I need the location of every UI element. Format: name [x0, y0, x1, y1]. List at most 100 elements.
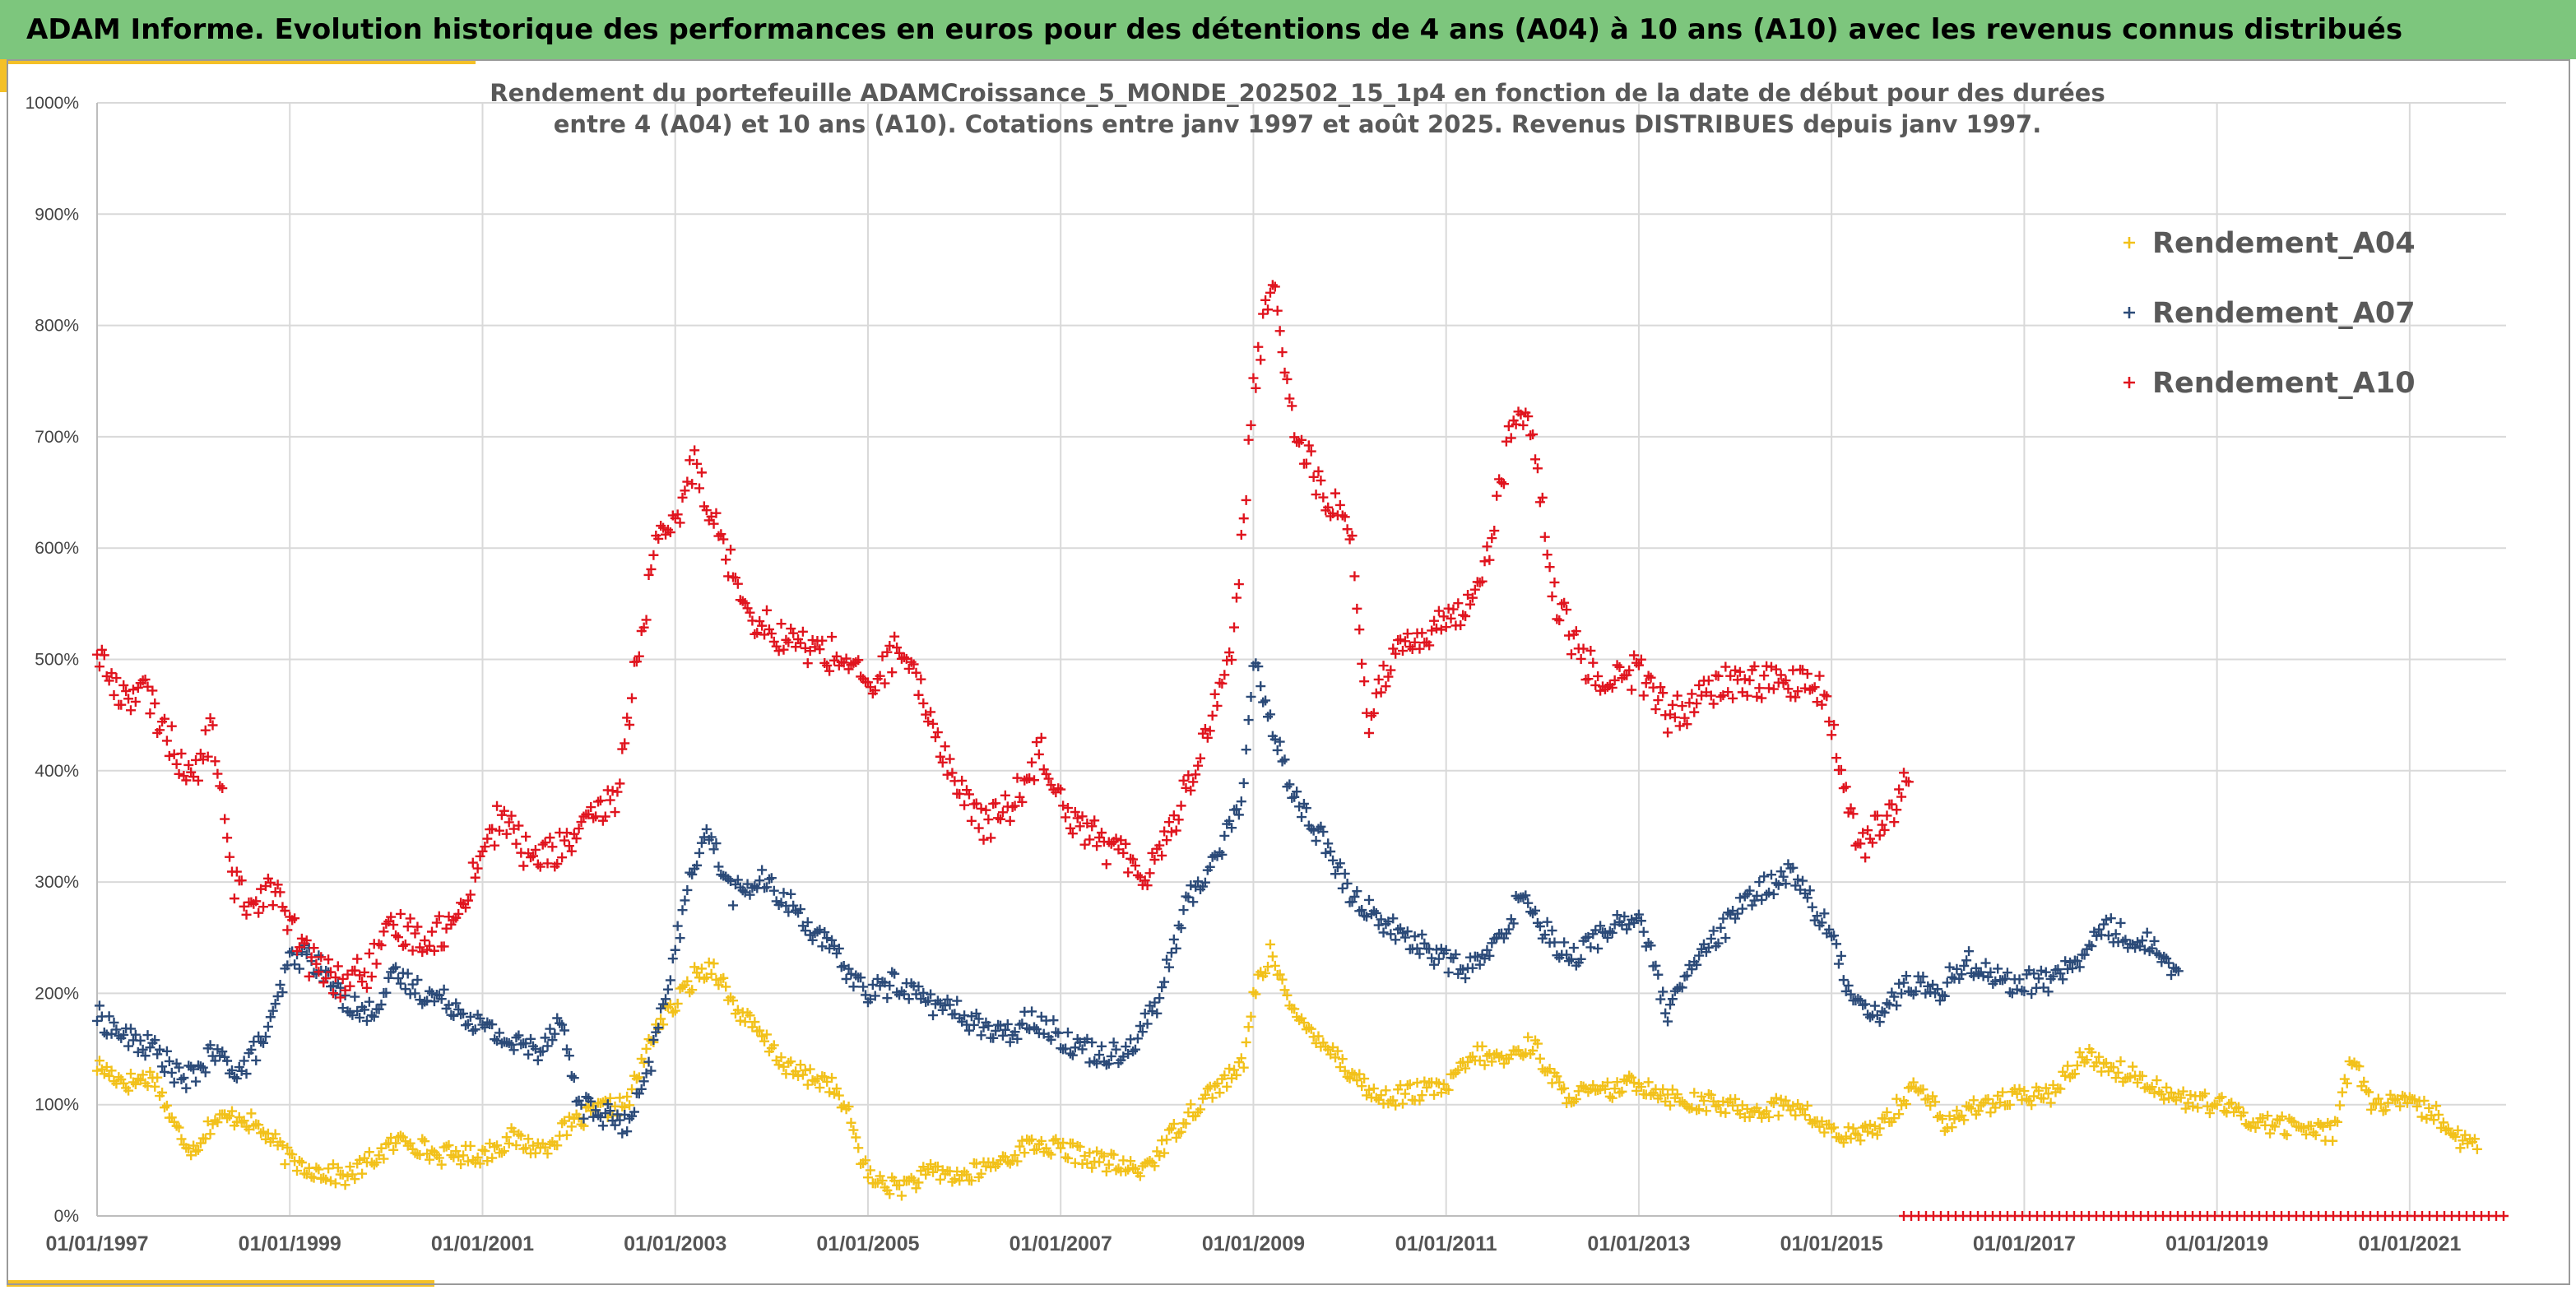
data-point	[161, 735, 172, 746]
data-point	[1650, 704, 1661, 715]
data-point	[2133, 1077, 2143, 1088]
data-point	[1263, 304, 1274, 315]
data-point	[1843, 980, 1854, 991]
data-point	[653, 533, 664, 544]
data-point	[395, 978, 406, 989]
data-point	[1352, 886, 1362, 897]
data-point	[1566, 954, 1576, 964]
data-point	[1932, 1111, 1942, 1122]
data-point	[1303, 1022, 1314, 1032]
data-point	[1482, 944, 1492, 955]
data-point	[1357, 905, 1367, 916]
data-point	[1804, 885, 1815, 896]
data-point	[1378, 661, 1389, 671]
data-point	[1209, 689, 1220, 699]
data-point	[2094, 924, 2105, 935]
data-point	[492, 800, 503, 811]
data-point	[1836, 764, 1846, 775]
data-point	[1993, 963, 2003, 974]
data-point	[345, 1162, 355, 1172]
data-point	[174, 1122, 184, 1133]
data-point	[458, 1008, 469, 1019]
data-point	[1002, 1019, 1013, 1029]
data-point	[1664, 1000, 1675, 1010]
data-point	[1308, 471, 1319, 482]
accent-bar-top	[7, 59, 476, 64]
data-point	[540, 838, 550, 848]
data-point	[1028, 775, 1039, 786]
data-point	[1241, 494, 1251, 505]
data-point	[1754, 877, 1765, 888]
data-point	[2113, 1067, 2123, 1078]
data-point	[696, 963, 707, 974]
data-point	[2315, 1120, 2326, 1130]
data-point	[1101, 1166, 1112, 1176]
data-point	[157, 1087, 168, 1097]
data-point	[1920, 988, 1931, 999]
data-point	[1629, 650, 1640, 661]
data-point	[1552, 614, 1562, 624]
data-point	[258, 902, 269, 912]
data-point	[701, 824, 712, 834]
data-point	[1633, 909, 1644, 920]
data-point	[532, 859, 543, 870]
data-point	[253, 907, 264, 918]
data-point	[1256, 355, 1266, 365]
data-point	[945, 1000, 955, 1010]
data-point	[1363, 894, 1374, 905]
data-point	[677, 981, 688, 992]
data-point	[1436, 944, 1446, 954]
data-point	[1894, 784, 1905, 795]
data-point	[566, 846, 577, 856]
data-point	[1130, 1044, 1140, 1055]
data-point	[1932, 984, 1942, 995]
data-point	[475, 851, 485, 861]
data-point	[1467, 592, 1478, 603]
data-point	[443, 1140, 454, 1151]
data-point	[542, 1148, 553, 1159]
data-point	[2002, 968, 2012, 978]
data-point	[1046, 1149, 1056, 1160]
data-point	[532, 1055, 543, 1065]
data-point	[1354, 906, 1365, 916]
data-point	[1819, 908, 1830, 919]
data-point	[696, 838, 707, 848]
data-point	[945, 754, 955, 764]
data-point	[504, 1037, 514, 1048]
data-point	[181, 775, 192, 786]
data-point	[997, 807, 1008, 818]
data-point	[125, 1023, 136, 1034]
data-point	[193, 775, 203, 786]
data-point	[800, 926, 810, 936]
data-point	[321, 1174, 332, 1185]
data-point	[145, 1042, 155, 1053]
data-point	[889, 968, 900, 979]
data-point	[766, 873, 777, 884]
data-point	[1014, 791, 1025, 802]
data-point	[1279, 367, 1290, 378]
data-point	[316, 952, 327, 963]
data-point	[1323, 838, 1334, 849]
data-point	[1260, 695, 1271, 706]
y-tick-label: 300%	[35, 873, 79, 892]
data-point	[1043, 773, 1054, 784]
data-point	[280, 1159, 290, 1170]
x-tick-label: 01/01/2007	[1010, 1232, 1112, 1255]
data-point	[1725, 671, 1736, 681]
data-point	[1289, 1004, 1300, 1014]
data-point	[1402, 926, 1413, 937]
data-point	[1162, 835, 1172, 846]
data-point	[718, 534, 729, 545]
data-point	[1287, 401, 1297, 411]
data-point	[1236, 1053, 1246, 1064]
data-point	[827, 1073, 838, 1084]
data-point	[306, 952, 317, 963]
data-point	[1831, 753, 1842, 763]
data-point	[1928, 979, 1938, 990]
data-point	[612, 787, 623, 797]
data-point	[2033, 973, 2044, 984]
x-tick-label: 01/01/2003	[624, 1232, 726, 1255]
data-point	[1373, 674, 1384, 684]
data-point	[745, 1010, 755, 1021]
data-point	[810, 642, 820, 652]
